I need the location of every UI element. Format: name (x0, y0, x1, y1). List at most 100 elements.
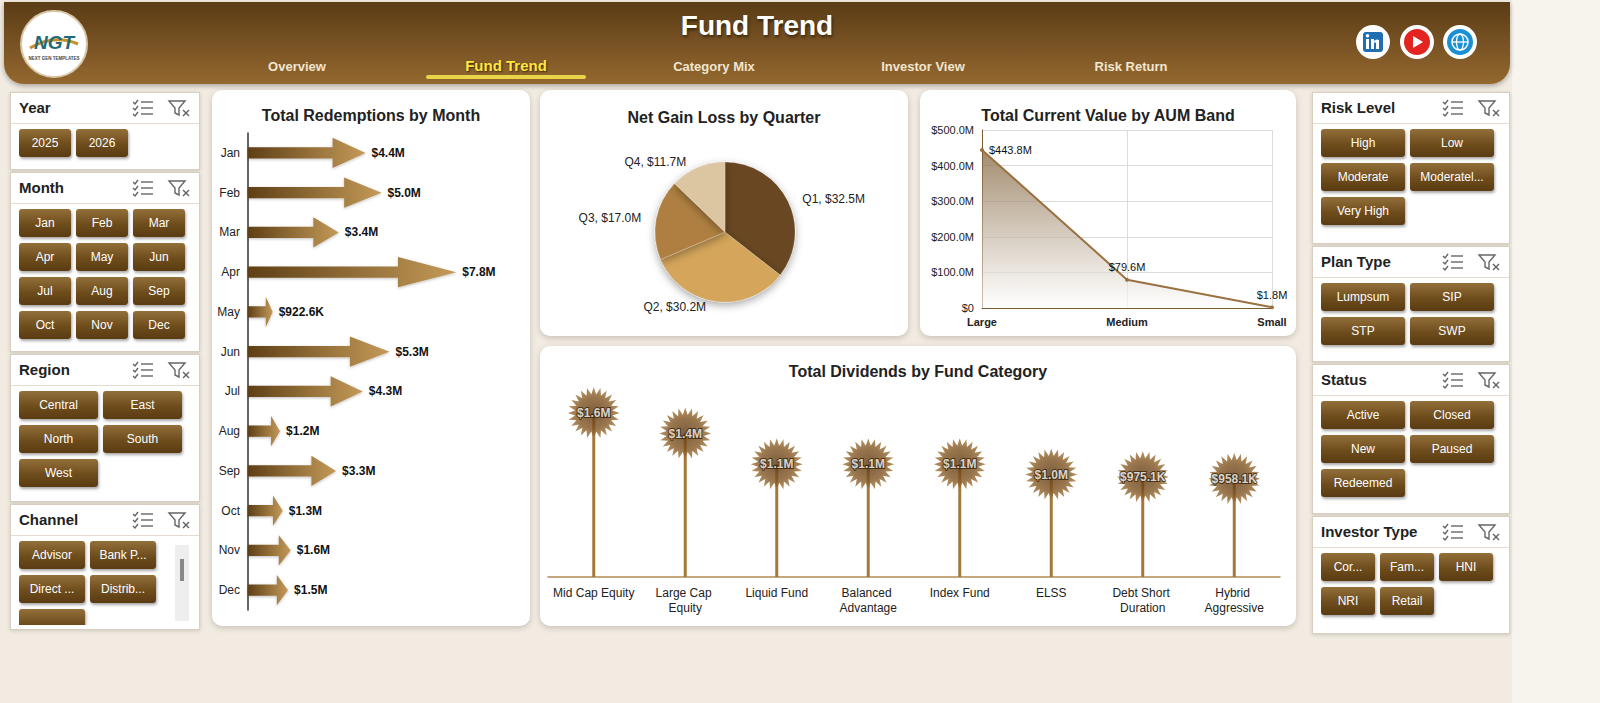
svg-text:Aggressive: Aggressive (1205, 601, 1265, 615)
html-text:Month: Month (19, 179, 64, 196)
svg-text:Large: Large (967, 316, 997, 328)
svg-text:$4.4M: $4.4M (371, 146, 404, 160)
svg-text:Hybrid: Hybrid (1215, 586, 1253, 600)
svg-text:$1.8M: $1.8M (1257, 289, 1288, 301)
svg-text:Mid Cap Equity: Mid Cap Equity (553, 586, 634, 600)
svg-text:$1.3M: $1.3M (289, 504, 322, 518)
svg-text:$5.3M: $5.3M (396, 345, 429, 359)
svg-text:Total Current Value by AUM Ban: Total Current Value by AUM Band (981, 107, 1234, 124)
svg-text:Mar: Mar (219, 225, 240, 239)
svg-text:May: May (217, 305, 240, 319)
html-text:Investor View: Investor View (881, 59, 965, 74)
svg-text:$3.3M: $3.3M (342, 464, 375, 478)
html-text:Aug: Aug (91, 284, 113, 298)
html-text:Fund Trend: Fund Trend (465, 57, 547, 74)
svg-text:$0: $0 (962, 302, 974, 314)
svg-text:$4.3M: $4.3M (369, 384, 402, 398)
svg-text:$958.1K: $958.1K (1212, 472, 1258, 486)
svg-text:$1.0M: $1.0M (1035, 468, 1068, 482)
svg-text:Sep: Sep (219, 464, 241, 478)
html-text:Jun: Jun (149, 250, 169, 264)
svg-text:$400.0M: $400.0M (931, 160, 974, 172)
html-text:Plan Type: Plan Type (1321, 253, 1391, 270)
svg-text:$79.6M: $79.6M (1109, 261, 1146, 273)
html-text:Central: Central (39, 398, 78, 412)
html-text:2026: 2026 (88, 136, 116, 150)
html-text:2025: 2025 (31, 136, 59, 150)
svg-text:$1.5M: $1.5M (294, 583, 327, 597)
svg-text:NEXT GEN TEMPLATES: NEXT GEN TEMPLATES (28, 56, 79, 61)
svg-text:$300.0M: $300.0M (931, 195, 974, 207)
svg-text:Jun: Jun (221, 345, 240, 359)
svg-text:NGT: NGT (34, 32, 76, 53)
html-text:Region: Region (19, 361, 70, 378)
svg-text:Small: Small (1257, 316, 1286, 328)
html-text:East: East (130, 398, 155, 412)
svg-text:Index Fund: Index Fund (930, 586, 990, 600)
html-text:Feb: Feb (91, 216, 113, 230)
svg-text:$975.1K: $975.1K (1120, 470, 1166, 484)
html-text:Nov: Nov (91, 318, 113, 332)
svg-text:Duration: Duration (1120, 601, 1165, 615)
svg-text:Advantage: Advantage (840, 601, 898, 615)
svg-text:Feb: Feb (219, 186, 240, 200)
html-text:Dec: Dec (148, 318, 170, 332)
svg-text:Oct: Oct (221, 504, 240, 518)
html-text:Jul: Jul (37, 284, 53, 298)
svg-text:$500.0M: $500.0M (931, 124, 974, 136)
svg-text:$1.6M: $1.6M (297, 543, 330, 557)
html-text:Oct: Oct (35, 318, 55, 332)
svg-text:Liquid Fund: Liquid Fund (745, 586, 808, 600)
svg-text:$100.0M: $100.0M (931, 266, 974, 278)
svg-text:Nov: Nov (219, 543, 240, 557)
html-text:Fund Trend: Fund Trend (680, 10, 834, 41)
html-text:Risk Level: Risk Level (1321, 99, 1396, 116)
html-text:May: May (90, 250, 114, 264)
html-text:Status: Status (1321, 371, 1367, 388)
svg-text:Equity: Equity (669, 601, 702, 615)
svg-text:$1.1M: $1.1M (852, 457, 885, 471)
svg-text:Total Redemptions by Month: Total Redemptions by Month (262, 107, 480, 124)
svg-text:Debt Short: Debt Short (1112, 586, 1173, 600)
svg-text:Aug: Aug (219, 424, 240, 438)
html-text:Category Mix: Category Mix (673, 59, 755, 74)
html-text:Investor Type: Investor Type (1321, 523, 1418, 540)
svg-text:Total Dividends by Fund Catego: Total Dividends by Fund Category (789, 363, 1047, 380)
svg-text:Dec: Dec (219, 583, 240, 597)
svg-text:Q3, $17.0M: Q3, $17.0M (579, 211, 642, 225)
html-text:Sep: Sep (148, 284, 170, 298)
svg-text:$1.1M: $1.1M (760, 457, 793, 471)
svg-text:$200.0M: $200.0M (931, 231, 974, 243)
svg-text:$1.1M: $1.1M (943, 457, 976, 471)
html-text:Jan: Jan (35, 216, 55, 230)
svg-text:Q2, $30.2M: Q2, $30.2M (643, 300, 706, 314)
svg-text:ELSS: ELSS (1036, 586, 1067, 600)
svg-text:Q4, $11.7M: Q4, $11.7M (624, 155, 686, 169)
svg-text:Q1, $32.5M: Q1, $32.5M (802, 192, 865, 206)
svg-text:$1.2M: $1.2M (286, 424, 319, 438)
html-text:Channel: Channel (19, 511, 79, 528)
html-text:Apr: Apr (35, 250, 55, 264)
svg-text:$7.8M: $7.8M (462, 265, 495, 279)
svg-text:$5.0M: $5.0M (388, 186, 421, 200)
html-text:Overview: Overview (268, 59, 326, 74)
svg-text:Large Cap: Large Cap (656, 586, 715, 600)
svg-text:Balanced: Balanced (842, 586, 895, 600)
svg-text:$3.4M: $3.4M (345, 225, 378, 239)
html-text:Mar: Mar (148, 216, 170, 230)
svg-text:Apr: Apr (221, 265, 240, 279)
svg-text:$1.6M: $1.6M (577, 406, 610, 420)
html-text:Advisor: Advisor (32, 548, 72, 562)
svg-text:Jul: Jul (225, 384, 240, 398)
html-text:South: South (126, 432, 159, 446)
svg-text:$443.8M: $443.8M (989, 144, 1032, 156)
svg-text:$1.4M: $1.4M (669, 427, 702, 441)
svg-text:Net Gain Loss by Quarter: Net Gain Loss by Quarter (628, 109, 821, 126)
html-text:North: North (43, 432, 74, 446)
svg-text:Jan: Jan (221, 146, 240, 160)
html-text:West: West (44, 466, 73, 480)
svg-text:$922.6K: $922.6K (279, 305, 325, 319)
svg-text:Medium: Medium (1106, 316, 1148, 328)
html-text:Year: Year (19, 99, 51, 116)
html-text:Risk Return: Risk Return (1094, 59, 1168, 74)
